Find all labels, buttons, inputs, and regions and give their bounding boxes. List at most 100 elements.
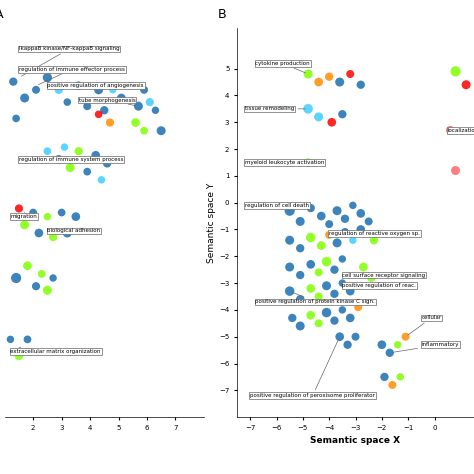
Point xyxy=(370,237,378,244)
Y-axis label: Semantic space Y: Semantic space Y xyxy=(207,182,216,263)
Point xyxy=(333,207,341,215)
Point xyxy=(378,341,386,348)
Point xyxy=(346,314,354,322)
Point xyxy=(338,306,346,314)
Point xyxy=(307,234,315,241)
Text: regulation of immune system process: regulation of immune system process xyxy=(19,157,123,162)
Point xyxy=(296,218,304,225)
Point xyxy=(396,373,404,381)
Point xyxy=(55,86,63,93)
Point xyxy=(357,226,365,233)
Point xyxy=(355,303,362,311)
Point xyxy=(24,262,31,270)
Point xyxy=(341,228,349,236)
Point xyxy=(365,218,373,225)
Point xyxy=(15,352,23,360)
Point xyxy=(452,67,459,75)
Point xyxy=(58,209,65,216)
Point xyxy=(21,94,28,102)
Point xyxy=(381,373,388,381)
Point xyxy=(296,322,304,330)
Point xyxy=(386,349,393,356)
Point xyxy=(286,287,293,295)
Text: IkappaB kinase/NF-kappaB signaling: IkappaB kinase/NF-kappaB signaling xyxy=(19,46,119,76)
Point xyxy=(286,207,293,215)
Point xyxy=(346,70,354,78)
Point xyxy=(7,336,14,343)
Point xyxy=(95,86,102,93)
Point xyxy=(323,258,330,265)
Point xyxy=(357,81,365,89)
Text: regulation of reactive oxygen sp.: regulation of reactive oxygen sp. xyxy=(329,231,420,240)
Point xyxy=(103,160,111,167)
Point xyxy=(38,270,46,278)
Point xyxy=(12,115,20,122)
Point xyxy=(98,176,105,183)
Point xyxy=(286,237,293,244)
Point xyxy=(135,102,142,110)
Point xyxy=(83,168,91,175)
Point xyxy=(375,282,383,290)
Point xyxy=(83,102,91,110)
Point xyxy=(100,107,108,114)
Point xyxy=(24,336,31,343)
Text: inflammatory: inflammatory xyxy=(392,342,459,352)
Point xyxy=(140,127,148,135)
Text: tissue remodeling: tissue remodeling xyxy=(245,106,305,111)
Point xyxy=(318,242,325,249)
Point xyxy=(44,74,51,82)
Point xyxy=(35,229,43,237)
Point xyxy=(44,147,51,155)
Point xyxy=(44,213,51,220)
Point xyxy=(9,78,17,85)
Point xyxy=(64,98,71,106)
Point xyxy=(49,233,57,241)
Point xyxy=(109,86,117,93)
Point xyxy=(323,309,330,316)
Point xyxy=(315,78,322,86)
Point xyxy=(331,266,338,273)
Point xyxy=(140,86,148,93)
Point xyxy=(315,269,322,276)
Point xyxy=(352,333,359,340)
Point xyxy=(307,311,315,319)
Point xyxy=(402,333,410,340)
Point xyxy=(325,220,333,228)
Point xyxy=(146,98,154,106)
Text: regulation of immune effector process: regulation of immune effector process xyxy=(19,67,125,84)
Point xyxy=(296,271,304,279)
Point xyxy=(21,221,28,228)
Point xyxy=(132,119,139,127)
Point xyxy=(323,282,330,290)
Point xyxy=(152,107,159,114)
Point xyxy=(66,164,74,171)
Point xyxy=(307,204,315,212)
Point xyxy=(331,317,338,324)
Text: tube morphogenesis: tube morphogenesis xyxy=(79,98,136,106)
Point xyxy=(318,212,325,220)
Point xyxy=(296,295,304,303)
Point xyxy=(32,283,40,290)
Point xyxy=(394,341,401,348)
Point xyxy=(315,113,322,121)
Point xyxy=(29,209,37,216)
Point xyxy=(72,213,80,220)
Point xyxy=(328,118,336,126)
Text: cytokine production: cytokine production xyxy=(255,61,310,73)
Text: A: A xyxy=(0,8,3,21)
Text: positive regulation of angiogenesis: positive regulation of angiogenesis xyxy=(47,83,144,94)
Point xyxy=(44,286,51,294)
Point xyxy=(367,274,375,282)
Point xyxy=(344,341,351,348)
Text: positive regulation of reac.: positive regulation of reac. xyxy=(342,283,416,288)
Point xyxy=(289,314,296,322)
Point xyxy=(349,237,356,244)
X-axis label: Semantic space X: Semantic space X xyxy=(310,436,401,445)
Text: B: B xyxy=(218,8,227,21)
Point xyxy=(106,119,114,127)
Point xyxy=(157,127,165,135)
Point xyxy=(286,263,293,271)
Point xyxy=(75,147,82,155)
Point xyxy=(360,263,367,271)
Point xyxy=(307,261,315,268)
